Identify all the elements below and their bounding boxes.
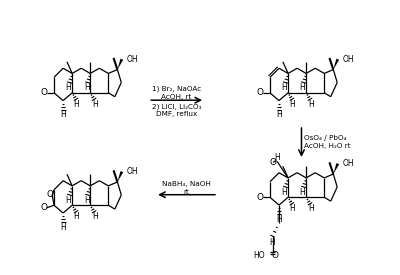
Text: 2) LiCl, Li₂CO₃: 2) LiCl, Li₂CO₃ bbox=[152, 103, 201, 110]
Polygon shape bbox=[333, 163, 339, 174]
Text: H: H bbox=[60, 110, 66, 119]
Text: H: H bbox=[92, 212, 98, 221]
Text: H: H bbox=[66, 83, 72, 92]
Polygon shape bbox=[118, 171, 123, 182]
Text: O: O bbox=[270, 158, 277, 167]
Text: DMF, reflux: DMF, reflux bbox=[156, 111, 197, 117]
Text: H: H bbox=[66, 196, 72, 205]
Text: H: H bbox=[276, 215, 282, 224]
Text: O: O bbox=[256, 88, 263, 97]
Text: AcOH, rt: AcOH, rt bbox=[162, 94, 192, 100]
Text: OH: OH bbox=[127, 167, 138, 176]
Text: 1) Br₂, NaOAc: 1) Br₂, NaOAc bbox=[152, 86, 201, 92]
Text: H: H bbox=[289, 100, 295, 109]
Text: H: H bbox=[276, 110, 282, 119]
Text: NaBH₄, NaOH: NaBH₄, NaOH bbox=[162, 181, 211, 187]
Text: H: H bbox=[73, 100, 79, 109]
Text: rt: rt bbox=[184, 189, 190, 195]
Text: H: H bbox=[84, 196, 90, 205]
Text: H: H bbox=[289, 204, 295, 213]
Text: H: H bbox=[282, 83, 287, 92]
Text: OH: OH bbox=[343, 55, 354, 64]
Text: OH: OH bbox=[343, 159, 354, 168]
Text: H: H bbox=[84, 83, 90, 92]
Text: H: H bbox=[60, 223, 66, 232]
Text: OsO₄ / PbO₄: OsO₄ / PbO₄ bbox=[304, 136, 347, 142]
Text: AcOH, H₂O rt: AcOH, H₂O rt bbox=[304, 144, 351, 149]
Text: O: O bbox=[256, 193, 263, 202]
Text: HO: HO bbox=[253, 251, 264, 260]
Text: H: H bbox=[308, 100, 314, 109]
Text: H: H bbox=[274, 153, 280, 162]
Text: H: H bbox=[92, 100, 98, 109]
Text: O: O bbox=[40, 88, 47, 97]
Text: H: H bbox=[300, 188, 306, 197]
Text: O: O bbox=[271, 251, 278, 260]
Text: H: H bbox=[270, 238, 276, 247]
Text: OH: OH bbox=[127, 55, 138, 64]
Polygon shape bbox=[118, 59, 123, 70]
Text: H: H bbox=[300, 83, 306, 92]
Text: H: H bbox=[282, 188, 287, 197]
Text: O: O bbox=[47, 190, 54, 199]
Text: H: H bbox=[73, 212, 79, 221]
Text: H: H bbox=[308, 204, 314, 213]
Polygon shape bbox=[333, 59, 339, 70]
Text: O: O bbox=[40, 203, 47, 212]
